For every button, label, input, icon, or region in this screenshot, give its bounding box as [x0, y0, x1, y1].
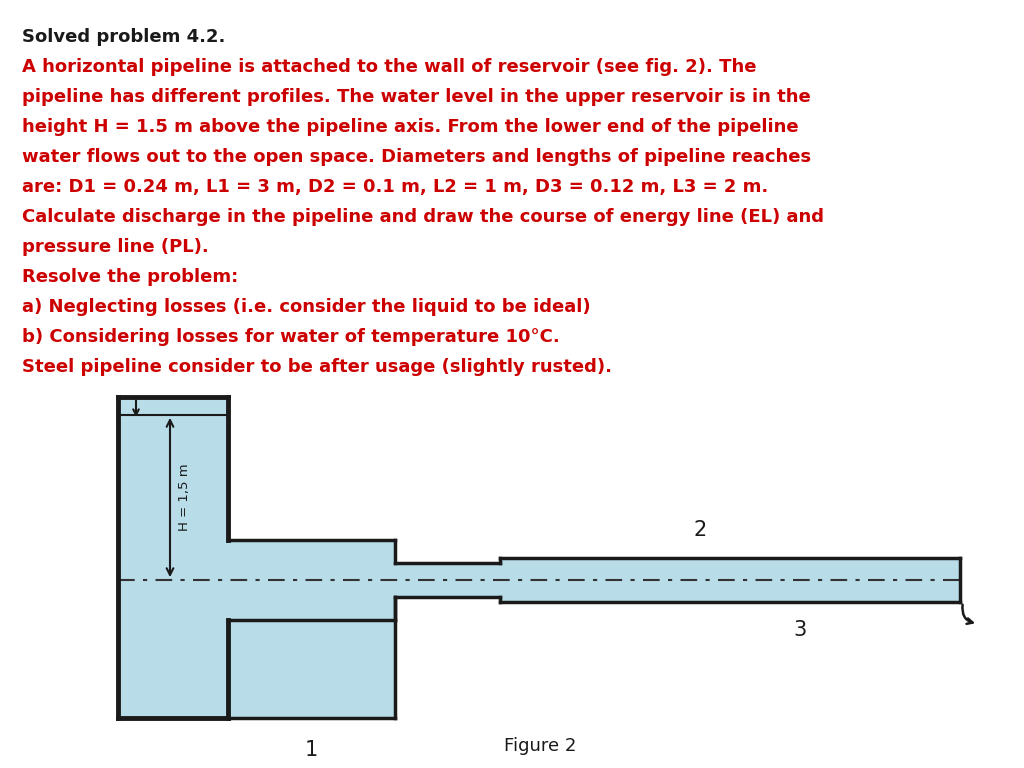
Text: 3: 3 — [794, 620, 807, 640]
Text: A horizontal pipeline is attached to the wall of reservoir (see fig. 2). The: A horizontal pipeline is attached to the… — [22, 58, 757, 76]
Bar — [500, 558, 961, 602]
Bar — [118, 397, 228, 718]
Text: 2: 2 — [693, 520, 707, 540]
Text: pressure line (PL).: pressure line (PL). — [22, 238, 209, 256]
Text: height H = 1.5 m above the pipeline axis. From the lower end of the pipeline: height H = 1.5 m above the pipeline axis… — [22, 118, 799, 136]
Text: Resolve the problem:: Resolve the problem: — [22, 268, 239, 286]
Text: H = 1,5 m: H = 1,5 m — [178, 464, 191, 531]
Text: Steel pipeline consider to be after usage (slightly rusted).: Steel pipeline consider to be after usag… — [22, 358, 612, 376]
Bar — [228, 620, 395, 718]
Text: Calculate discharge in the pipeline and draw the course of energy line (EL) and: Calculate discharge in the pipeline and … — [22, 208, 824, 226]
Text: 1: 1 — [305, 740, 318, 760]
Text: a) Neglecting losses (i.e. consider the liquid to be ideal): a) Neglecting losses (i.e. consider the … — [22, 298, 591, 316]
Bar — [228, 540, 395, 620]
Text: Figure 2: Figure 2 — [504, 737, 577, 755]
Text: Solved problem 4.2.: Solved problem 4.2. — [22, 28, 225, 46]
Text: are: D1 = 0.24 m, L1 = 3 m, D2 = 0.1 m, L2 = 1 m, D3 = 0.12 m, L3 = 2 m.: are: D1 = 0.24 m, L1 = 3 m, D2 = 0.1 m, … — [22, 178, 768, 196]
Text: b) Considering losses for water of temperature 10°C.: b) Considering losses for water of tempe… — [22, 328, 560, 346]
Bar — [395, 563, 500, 597]
Text: pipeline has different profiles. The water level in the upper reservoir is in th: pipeline has different profiles. The wat… — [22, 88, 811, 106]
Text: water flows out to the open space. Diameters and lengths of pipeline reaches: water flows out to the open space. Diame… — [22, 148, 811, 166]
